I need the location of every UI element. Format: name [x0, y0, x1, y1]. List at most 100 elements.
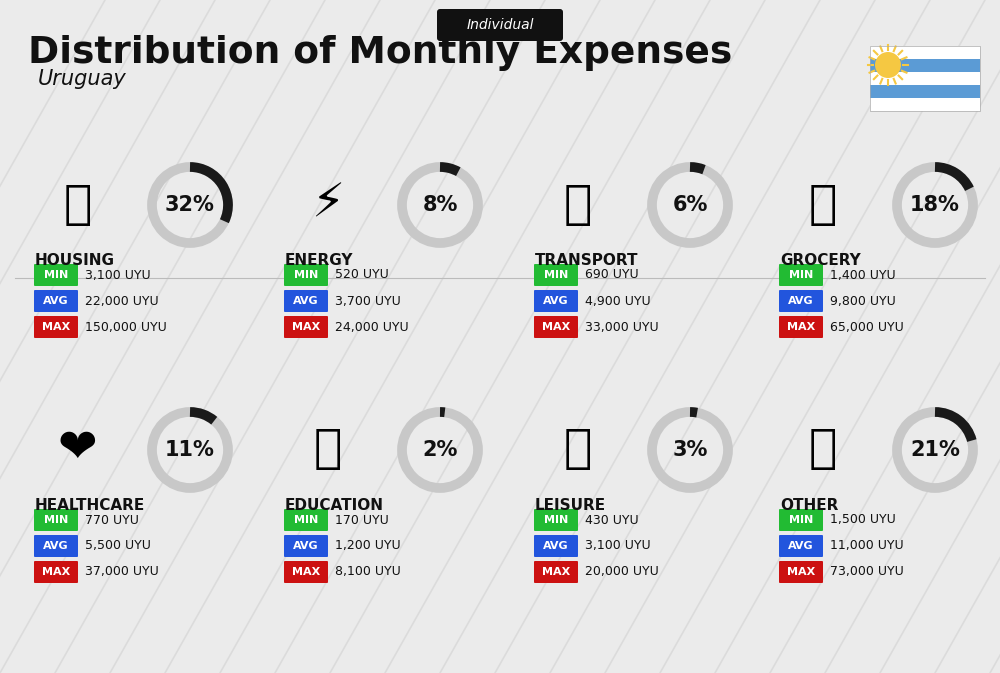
Text: MAX: MAX	[787, 322, 815, 332]
Text: 33,000 UYU: 33,000 UYU	[585, 320, 659, 334]
Text: 37,000 UYU: 37,000 UYU	[85, 565, 159, 579]
Text: MIN: MIN	[44, 270, 68, 280]
FancyBboxPatch shape	[534, 316, 578, 338]
Text: HEALTHCARE: HEALTHCARE	[35, 498, 145, 513]
Text: ENERGY: ENERGY	[285, 253, 354, 268]
Circle shape	[875, 52, 901, 78]
Text: AVG: AVG	[788, 296, 814, 306]
Text: 🛒: 🛒	[809, 182, 837, 227]
Text: 21%: 21%	[910, 440, 960, 460]
Text: 🚌: 🚌	[564, 182, 592, 227]
Text: MAX: MAX	[542, 567, 570, 577]
Text: 150,000 UYU: 150,000 UYU	[85, 320, 167, 334]
FancyBboxPatch shape	[284, 316, 328, 338]
Text: 32%: 32%	[165, 195, 215, 215]
Text: 11,000 UYU: 11,000 UYU	[830, 540, 904, 553]
Text: Individual: Individual	[466, 18, 534, 32]
Text: 6%: 6%	[672, 195, 708, 215]
FancyBboxPatch shape	[870, 71, 980, 85]
Text: AVG: AVG	[543, 296, 569, 306]
Text: 22,000 UYU: 22,000 UYU	[85, 295, 159, 308]
Text: 8%: 8%	[422, 195, 458, 215]
Text: MAX: MAX	[42, 322, 70, 332]
Text: 1,200 UYU: 1,200 UYU	[335, 540, 401, 553]
Text: MAX: MAX	[542, 322, 570, 332]
Text: MAX: MAX	[787, 567, 815, 577]
FancyBboxPatch shape	[534, 290, 578, 312]
Text: ❤️: ❤️	[58, 427, 98, 472]
FancyBboxPatch shape	[34, 509, 78, 531]
FancyBboxPatch shape	[534, 535, 578, 557]
Text: AVG: AVG	[43, 296, 69, 306]
Text: Uruguay: Uruguay	[38, 69, 127, 89]
FancyBboxPatch shape	[34, 316, 78, 338]
Text: LEISURE: LEISURE	[535, 498, 606, 513]
Text: MIN: MIN	[294, 515, 318, 525]
Text: MAX: MAX	[292, 322, 320, 332]
FancyBboxPatch shape	[284, 264, 328, 286]
FancyBboxPatch shape	[284, 535, 328, 557]
Text: MIN: MIN	[44, 515, 68, 525]
Text: 4,900 UYU: 4,900 UYU	[585, 295, 651, 308]
Text: 770 UYU: 770 UYU	[85, 513, 139, 526]
Text: 🏢: 🏢	[64, 182, 92, 227]
Text: 2%: 2%	[422, 440, 458, 460]
Text: AVG: AVG	[293, 296, 319, 306]
Text: AVG: AVG	[43, 541, 69, 551]
Text: EDUCATION: EDUCATION	[285, 498, 384, 513]
Text: AVG: AVG	[543, 541, 569, 551]
FancyBboxPatch shape	[34, 290, 78, 312]
Text: 9,800 UYU: 9,800 UYU	[830, 295, 896, 308]
FancyBboxPatch shape	[534, 561, 578, 583]
Text: ⚡: ⚡	[311, 182, 345, 227]
FancyBboxPatch shape	[534, 264, 578, 286]
Text: MAX: MAX	[292, 567, 320, 577]
FancyBboxPatch shape	[779, 264, 823, 286]
FancyBboxPatch shape	[284, 290, 328, 312]
FancyBboxPatch shape	[779, 535, 823, 557]
Text: 1,400 UYU: 1,400 UYU	[830, 269, 896, 281]
Text: GROCERY: GROCERY	[780, 253, 861, 268]
Text: AVG: AVG	[788, 541, 814, 551]
Text: 520 UYU: 520 UYU	[335, 269, 389, 281]
Text: 20,000 UYU: 20,000 UYU	[585, 565, 659, 579]
FancyBboxPatch shape	[779, 561, 823, 583]
Text: 3,100 UYU: 3,100 UYU	[585, 540, 651, 553]
Text: MIN: MIN	[789, 270, 813, 280]
Text: 🛍️: 🛍️	[564, 427, 592, 472]
Text: 690 UYU: 690 UYU	[585, 269, 639, 281]
Text: MIN: MIN	[544, 515, 568, 525]
Text: 3%: 3%	[672, 440, 708, 460]
Text: 18%: 18%	[910, 195, 960, 215]
Text: 3,700 UYU: 3,700 UYU	[335, 295, 401, 308]
Text: 73,000 UYU: 73,000 UYU	[830, 565, 904, 579]
Text: TRANSPORT: TRANSPORT	[535, 253, 639, 268]
FancyBboxPatch shape	[870, 59, 980, 71]
FancyBboxPatch shape	[534, 509, 578, 531]
Text: MIN: MIN	[544, 270, 568, 280]
Text: 430 UYU: 430 UYU	[585, 513, 639, 526]
FancyBboxPatch shape	[779, 316, 823, 338]
Text: 1,500 UYU: 1,500 UYU	[830, 513, 896, 526]
Text: 24,000 UYU: 24,000 UYU	[335, 320, 409, 334]
Text: Distribution of Monthly Expenses: Distribution of Monthly Expenses	[28, 35, 732, 71]
Text: OTHER: OTHER	[780, 498, 838, 513]
Text: MIN: MIN	[294, 270, 318, 280]
FancyBboxPatch shape	[779, 290, 823, 312]
FancyBboxPatch shape	[34, 535, 78, 557]
Text: MAX: MAX	[42, 567, 70, 577]
FancyBboxPatch shape	[34, 561, 78, 583]
FancyBboxPatch shape	[284, 509, 328, 531]
Text: 5,500 UYU: 5,500 UYU	[85, 540, 151, 553]
FancyBboxPatch shape	[284, 561, 328, 583]
Text: 65,000 UYU: 65,000 UYU	[830, 320, 904, 334]
Text: 170 UYU: 170 UYU	[335, 513, 389, 526]
Text: 11%: 11%	[165, 440, 215, 460]
Text: 8,100 UYU: 8,100 UYU	[335, 565, 401, 579]
FancyBboxPatch shape	[34, 264, 78, 286]
FancyBboxPatch shape	[870, 98, 980, 110]
FancyBboxPatch shape	[437, 9, 563, 41]
Text: AVG: AVG	[293, 541, 319, 551]
FancyBboxPatch shape	[779, 509, 823, 531]
Text: MIN: MIN	[789, 515, 813, 525]
